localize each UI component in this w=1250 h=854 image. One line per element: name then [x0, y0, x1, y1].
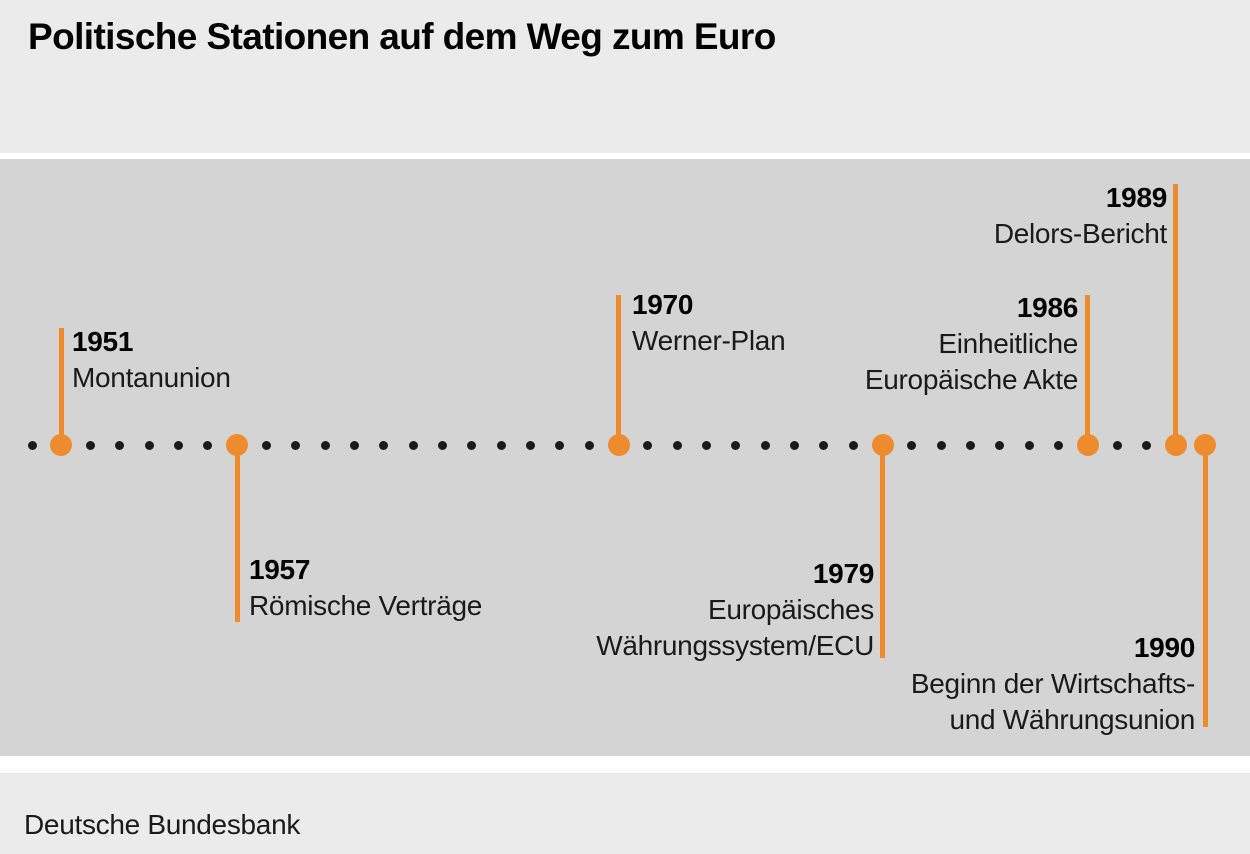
year-dot — [555, 440, 565, 450]
event-label-1986: 1986 Einheitliche Europäische Akte — [865, 290, 1078, 398]
year-dot — [379, 440, 389, 450]
event-marker-1990 — [1194, 434, 1217, 456]
year-dot — [790, 440, 800, 450]
event-label-1979: 1979 Europäisches Währungssystem/ECU — [596, 556, 874, 664]
event-year: 1979 — [812, 558, 874, 589]
timeline-canvas: 1951 Montanunion 1957 Römische Verträge 1970… — [0, 159, 1250, 756]
year-dot — [262, 440, 272, 450]
event-year: 1970 — [632, 289, 694, 320]
year-dot — [643, 440, 653, 450]
event-marker-1979 — [871, 434, 894, 456]
year-dot — [496, 440, 506, 450]
year-dot — [848, 440, 858, 450]
year-dot — [86, 440, 96, 450]
event-label-1970: 1970 Werner-Plan — [632, 287, 786, 359]
year-dot — [174, 440, 184, 450]
year-dot — [438, 440, 448, 450]
event-stem-1979 — [880, 445, 886, 658]
year-dot — [702, 440, 712, 450]
event-stem-1970 — [616, 295, 622, 445]
event-marker-1989 — [1164, 434, 1187, 456]
year-dot — [203, 440, 213, 450]
event-text-line: Währungssystem/ECU — [596, 630, 874, 661]
year-dot — [1054, 440, 1064, 450]
event-marker-1986 — [1076, 434, 1099, 456]
event-text-line: Werner-Plan — [632, 325, 786, 356]
event-stem-1986 — [1085, 295, 1091, 445]
event-year: 1989 — [1105, 182, 1167, 213]
event-text-line: Beginn der Wirtschafts- — [910, 668, 1195, 699]
event-stem-1957 — [234, 445, 240, 622]
event-year: 1990 — [1133, 632, 1195, 663]
footer: Deutsche Bundesbank — [0, 773, 1250, 854]
year-dot — [291, 440, 301, 450]
event-text-line: Europäisches — [707, 594, 874, 625]
year-dot — [320, 440, 330, 450]
year-dot — [1142, 440, 1152, 450]
event-label-1951: 1951 Montanunion — [72, 324, 231, 396]
header: Politische Stationen auf dem Weg zum Eur… — [0, 0, 1250, 153]
event-year: 1957 — [249, 554, 311, 585]
divider-bottom — [0, 756, 1250, 773]
year-dot — [936, 440, 946, 450]
event-text-line: Montanunion — [72, 362, 231, 393]
year-dot — [819, 440, 829, 450]
year-dot — [467, 440, 477, 450]
source-label: Deutsche Bundesbank — [24, 809, 301, 840]
event-year: 1986 — [1016, 292, 1078, 323]
event-year: 1951 — [72, 326, 134, 357]
event-marker-1951 — [50, 434, 73, 456]
year-dot — [408, 440, 418, 450]
event-text-line: Einheitliche — [938, 328, 1078, 359]
year-dot — [731, 440, 741, 450]
divider-top — [0, 153, 1250, 159]
event-stem-1989 — [1173, 184, 1179, 445]
event-stem-1951 — [58, 328, 64, 445]
year-dot — [144, 440, 154, 450]
event-text-line: Römische Verträge — [249, 590, 483, 621]
year-dot — [1112, 440, 1122, 450]
event-label-1990: 1990 Beginn der Wirtschafts-und Währungsu… — [911, 630, 1195, 738]
year-dot — [115, 440, 125, 450]
year-dot — [672, 440, 682, 450]
event-marker-1957 — [226, 434, 249, 456]
year-dot — [584, 440, 594, 450]
event-stem-1990 — [1202, 445, 1208, 727]
year-dot — [995, 440, 1005, 450]
page-title: Politische Stationen auf dem Weg zum Eur… — [28, 16, 776, 57]
year-dot — [907, 440, 917, 450]
year-dot — [27, 440, 37, 450]
event-label-1989: 1989 Delors-Bericht — [994, 180, 1167, 252]
event-text-line: und Währungsunion — [949, 704, 1195, 735]
event-marker-1970 — [607, 434, 630, 456]
year-dot — [760, 440, 770, 450]
year-dot — [1024, 440, 1034, 450]
event-label-1957: 1957 Römische Verträge — [249, 552, 482, 624]
year-dot — [350, 440, 360, 450]
year-dot — [526, 440, 536, 450]
event-text-line: Europäische Akte — [864, 364, 1078, 395]
event-text-line: Delors-Bericht — [993, 218, 1167, 249]
year-dot — [966, 440, 976, 450]
